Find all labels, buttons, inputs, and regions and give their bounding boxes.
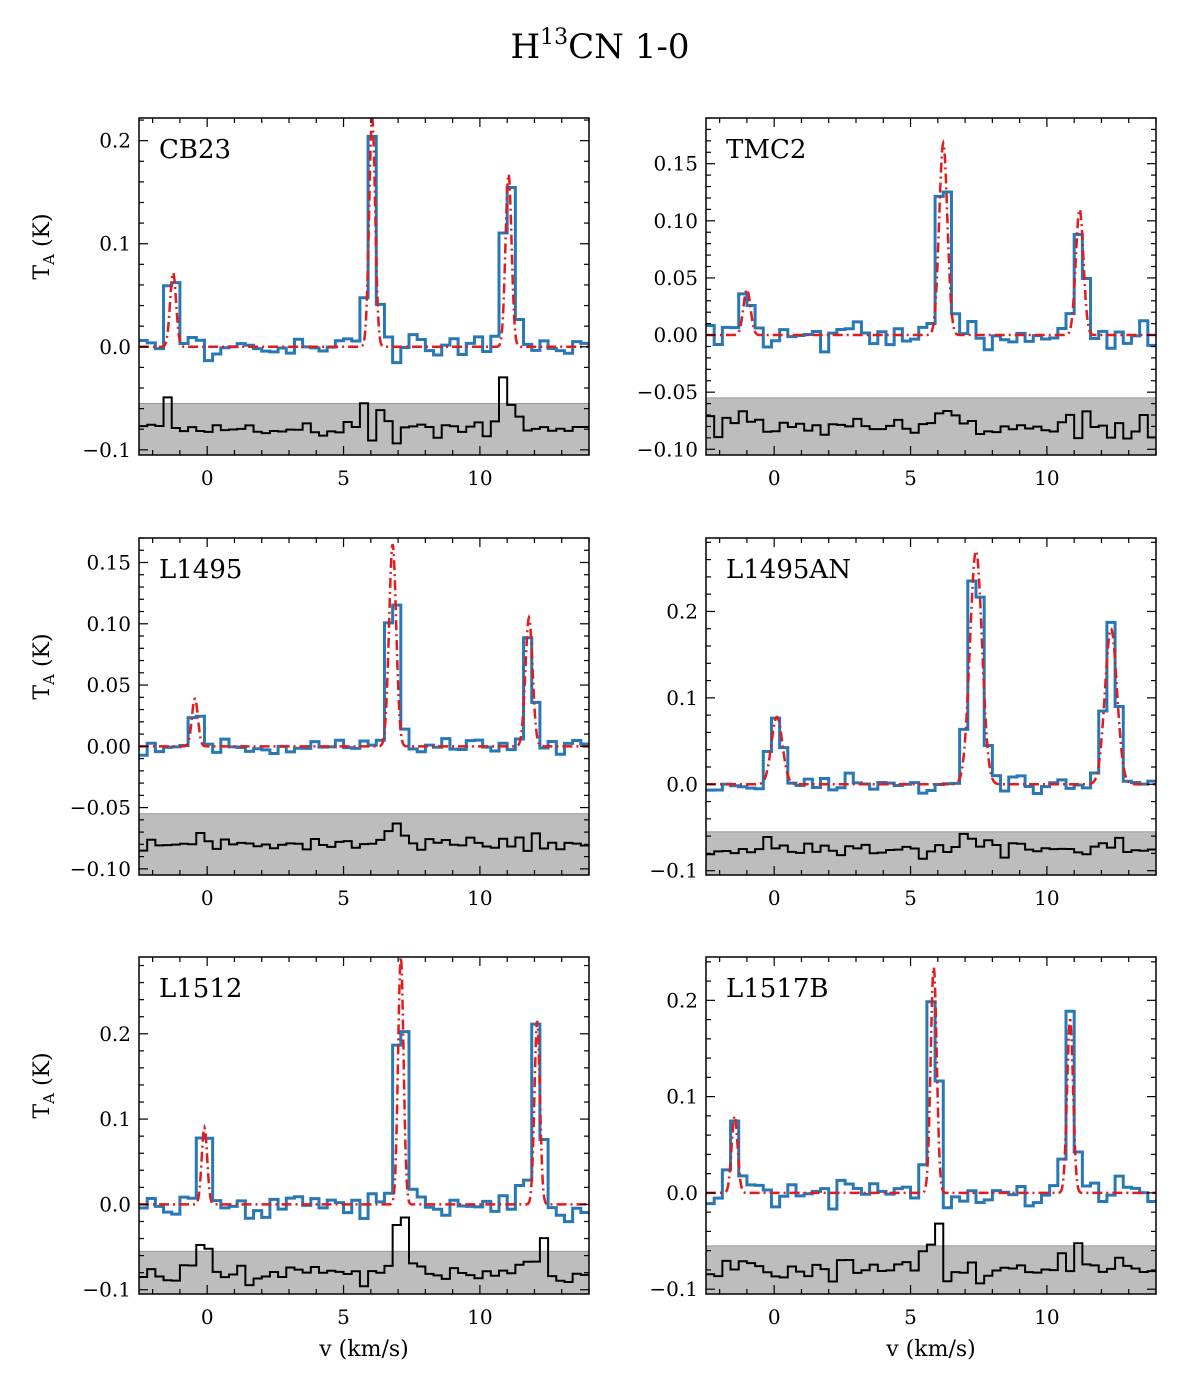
residual-spectrum [706, 832, 1156, 860]
y-tick-label: 0.1 [666, 1085, 698, 1109]
y-tick-label: 0.2 [99, 129, 131, 153]
source-label: CB23 [159, 135, 231, 165]
residual-band [706, 1245, 1156, 1294]
x-tick-label: 0 [201, 466, 214, 490]
spectrum-panel-cb23: 0 5 10 −0.1 0.0 0.1 0.2 CB23 TA (K) [30, 117, 590, 490]
y-tick-label: 0.15 [653, 152, 698, 176]
observed-spectrum [139, 1022, 589, 1224]
observed-spectrum [139, 603, 589, 757]
source-label: TMC2 [726, 135, 806, 165]
model-fit [139, 543, 589, 748]
y-tick-label: 0.1 [99, 232, 131, 256]
y-tick-label: 0.2 [666, 599, 698, 623]
source-label: L1495 [159, 555, 242, 585]
residual-band [706, 397, 1156, 455]
observed-spectrum [139, 134, 589, 365]
y-tick-label: 0.0 [666, 772, 698, 796]
axes-frame [138, 117, 590, 456]
x-tick-label: 10 [1034, 886, 1059, 910]
y-tick-label: 0.1 [99, 1107, 131, 1131]
x-tick-label: 0 [201, 1305, 214, 1329]
y-axis-label: TA (K) [30, 213, 58, 279]
y-tick-label: 0.00 [86, 734, 131, 758]
y-axis-label: TA (K) [30, 1052, 58, 1118]
x-tick-label: 5 [904, 1305, 917, 1329]
spectrum-panel-l1495: 0 5 10 −0.10 −0.05 0.00 0.05 0.10 0.15 L1495 TA (K… [30, 537, 590, 910]
axes-frame [705, 956, 1157, 1295]
x-tick-label: 10 [467, 886, 492, 910]
x-tick-label: 5 [337, 466, 350, 490]
axes-frame [705, 537, 1157, 876]
y-tick-label: 0.0 [99, 335, 131, 359]
y-tick-label: −0.1 [82, 438, 131, 462]
x-tick-label: 10 [1034, 1305, 1059, 1329]
model-fit [139, 957, 589, 1206]
y-axis-label: TA (K) [30, 633, 58, 699]
observed-spectrum [706, 579, 1156, 796]
x-tick-label: 10 [1034, 466, 1059, 490]
figure-title: H13CN 1-0 [511, 25, 690, 67]
x-axis-label: v (km/s) [885, 1337, 975, 1362]
x-tick-label: 5 [337, 1305, 350, 1329]
spectrum-panel-l1517b: 0 5 10 −0.1 0.0 0.1 0.2 L1517B v (km/s) [649, 956, 1157, 1362]
residual-spectrum [706, 1222, 1156, 1285]
spectrum-panel-l1495an: 0 5 10 −0.1 0.0 0.1 0.2 L1495AN [649, 537, 1157, 910]
y-tick-label: −0.1 [649, 1277, 698, 1301]
source-label: L1517B [726, 974, 829, 1004]
residual-spectrum [139, 376, 589, 445]
x-tick-label: 10 [467, 466, 492, 490]
y-tick-label: 0.05 [653, 266, 698, 290]
spectrum-panel-l1512: 0 5 10 −0.1 0.0 0.1 0.2 L1512 TA (K) v (km/s) [30, 956, 590, 1362]
y-tick-label: 0.15 [86, 551, 131, 575]
y-tick-label: 0.2 [99, 1022, 131, 1046]
y-tick-label: 0.2 [666, 988, 698, 1012]
model-fit [706, 139, 1156, 337]
observed-spectrum [706, 190, 1156, 354]
spectrum-panel-tmc2: 0 5 10 −0.10 −0.05 0.00 0.05 0.10 0.15 TMC2 [637, 117, 1157, 490]
residual-spectrum [139, 1216, 589, 1288]
x-tick-label: 5 [904, 466, 917, 490]
y-tick-label: −0.05 [637, 380, 698, 404]
y-tick-label: 0.10 [653, 209, 698, 233]
x-tick-label: 5 [337, 886, 350, 910]
model-fit [706, 966, 1156, 1195]
y-tick-label: 0.05 [86, 673, 131, 697]
model-fit [139, 118, 589, 349]
y-tick-label: −0.10 [70, 857, 131, 881]
y-tick-label: 0.1 [666, 686, 698, 710]
y-tick-label: 0.0 [99, 1192, 131, 1216]
y-tick-label: −0.1 [649, 859, 698, 883]
x-tick-label: 0 [201, 886, 214, 910]
axes-frame [705, 117, 1157, 456]
x-tick-label: 5 [904, 886, 917, 910]
source-label: L1495AN [726, 555, 851, 585]
axes-frame [138, 956, 590, 1295]
residual-spectrum [139, 822, 589, 852]
model-fit [706, 548, 1156, 786]
y-tick-label: 0.0 [666, 1181, 698, 1205]
y-tick-label: −0.10 [637, 437, 698, 461]
x-tick-label: 0 [768, 886, 781, 910]
x-tick-label: 0 [768, 466, 781, 490]
x-tick-label: 10 [467, 1305, 492, 1329]
axes-frame [138, 537, 590, 876]
residual-band [139, 402, 589, 455]
source-label: L1512 [159, 974, 242, 1004]
y-tick-label: 0.00 [653, 323, 698, 347]
residual-band [139, 1250, 589, 1294]
residual-spectrum [706, 409, 1156, 440]
y-tick-label: −0.1 [82, 1278, 131, 1302]
x-tick-label: 0 [768, 1305, 781, 1329]
y-tick-label: −0.05 [70, 796, 131, 820]
y-tick-label: 0.10 [86, 612, 131, 636]
x-axis-label: v (km/s) [318, 1337, 408, 1362]
